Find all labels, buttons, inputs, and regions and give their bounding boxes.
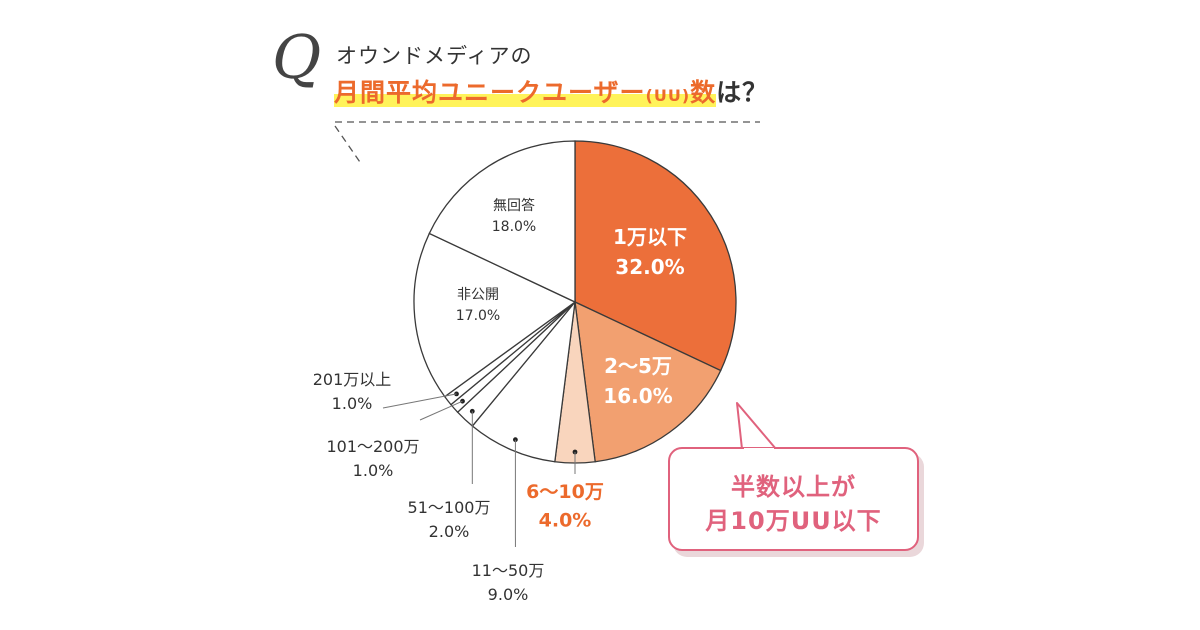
- question-highlight-text: 月間平均ユニークユーザー: [334, 78, 646, 107]
- slice-label-7: 201万以上: [313, 370, 392, 389]
- slice-value-7: 1.0%: [332, 394, 373, 413]
- slice-label-1: 1万以下: [613, 225, 687, 249]
- question-highlight-end: 数: [690, 78, 717, 107]
- slice-value-9: 18.0%: [492, 219, 536, 235]
- slice-label-3: 6〜10万: [526, 481, 604, 503]
- pie-slice-4: [471, 299, 576, 463]
- leader-line-7: [382, 393, 457, 409]
- question-line1: オウンドメディアの: [336, 44, 533, 68]
- pie-slice-1: [574, 140, 737, 372]
- slice-value-5: 2.0%: [429, 522, 470, 541]
- question-line2: 月間平均ユニークユーザー(UU)数は？: [334, 73, 768, 109]
- callout-line2: 月10万UU以下: [705, 507, 882, 535]
- slice-value-8: 17.0%: [456, 308, 500, 324]
- slice-label-8: 非公開: [457, 287, 499, 303]
- question-highlight: 月間平均ユニークユーザー(UU)数: [334, 78, 717, 107]
- question-mark: Q: [272, 23, 322, 93]
- question-tail: は？: [716, 78, 769, 107]
- leader-lines: [382, 391, 578, 548]
- slice-label-4: 11〜50万: [472, 561, 545, 580]
- slice-label-6: 101〜200万: [326, 437, 419, 456]
- pie-slice-2: [574, 300, 722, 463]
- pie-slices: [413, 140, 737, 464]
- callout-box: 半数以上が 月10万UU以下: [668, 447, 919, 551]
- slice-value-6: 1.0%: [353, 461, 394, 480]
- pie-slice-9: [428, 140, 576, 304]
- slice-value-2: 16.0%: [603, 384, 672, 408]
- dashed-guide-diagonal: [334, 125, 363, 166]
- callout-line1: 半数以上が: [731, 473, 856, 501]
- pie-slice-8: [413, 232, 577, 398]
- slice-label-9: 無回答: [493, 197, 535, 214]
- slice-labels: 1万以下 32.0% 2〜5万 16.0% 6〜10万 4.0% 11〜50万 9.0% 51〜…: [313, 197, 687, 604]
- slice-value-4: 9.0%: [488, 585, 529, 604]
- slice-label-5: 51〜100万: [408, 498, 491, 517]
- slice-label-2: 2〜5万: [604, 354, 672, 378]
- slice-value-1: 32.0%: [615, 255, 684, 279]
- leader-line-6: [419, 400, 463, 421]
- slice-value-3: 4.0%: [539, 510, 592, 532]
- question-highlight-small: (UU): [645, 86, 691, 105]
